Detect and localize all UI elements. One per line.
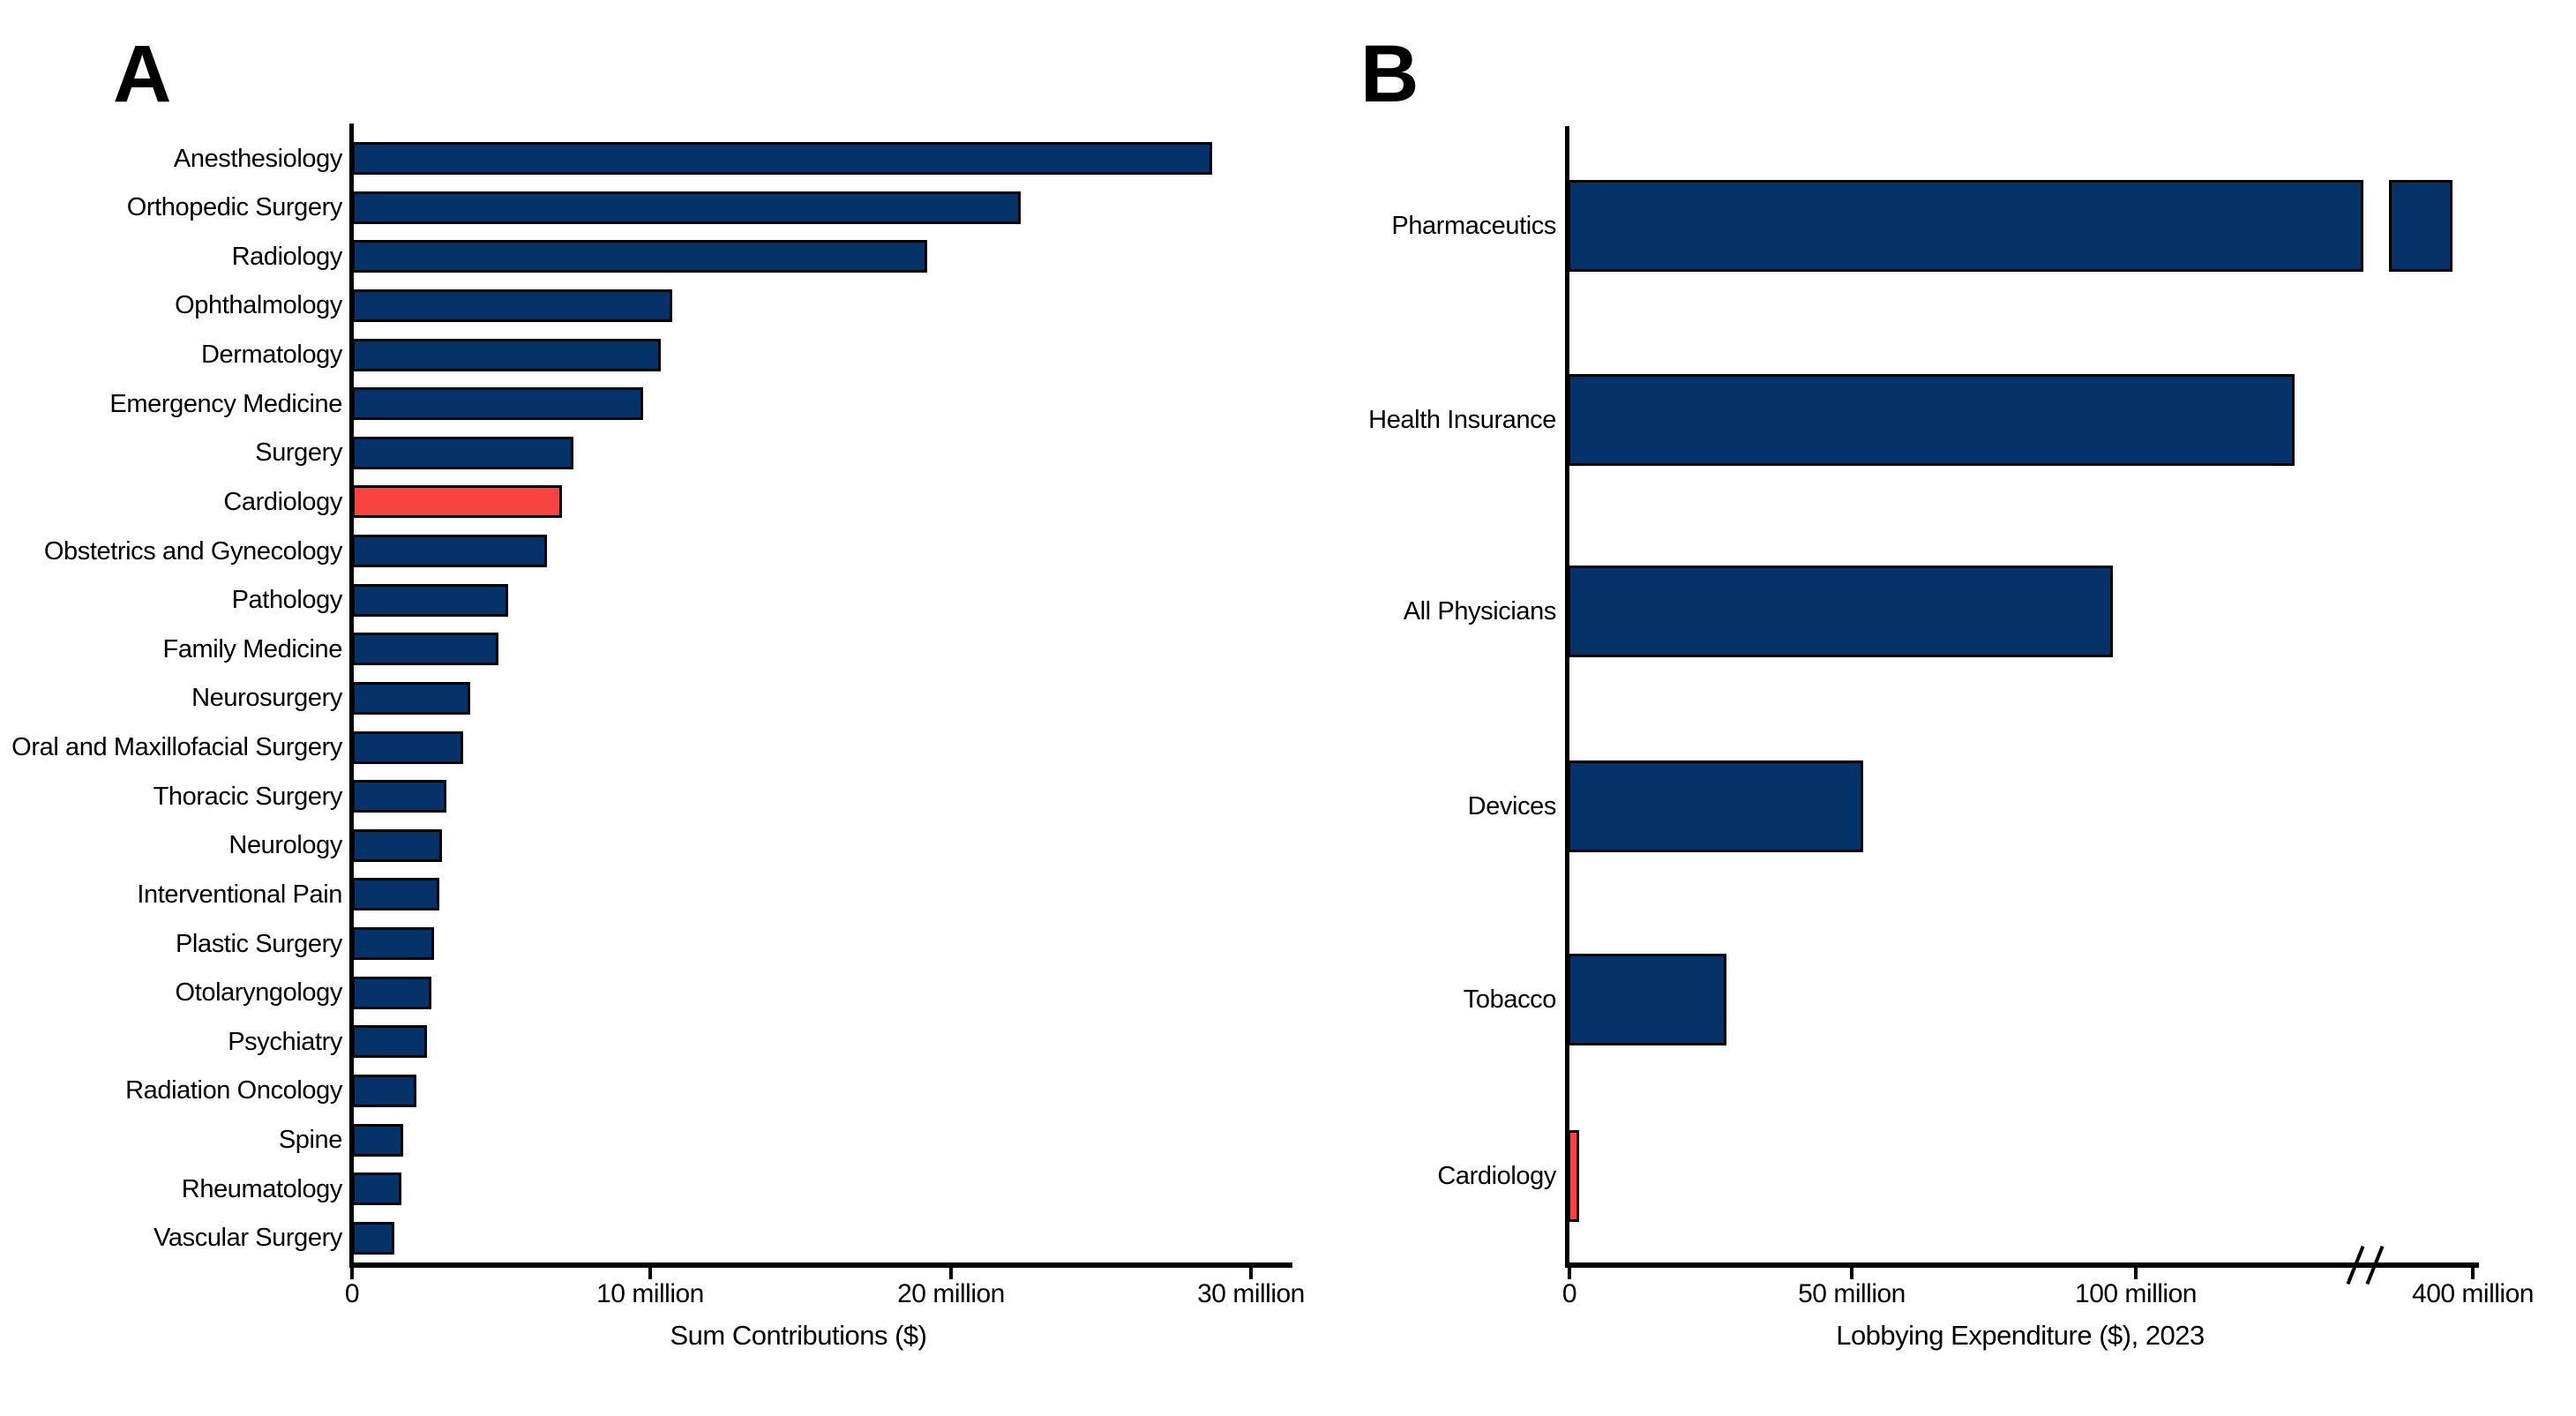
bar-radiology [352,240,927,273]
category-label-dermatology: Dermatology [201,341,342,370]
bar-otolaryngology [352,976,431,1009]
x-tick [648,1268,652,1279]
category-label-health-insurance: Health Insurance [1368,406,1556,434]
x-tick-label: 10 million [596,1279,704,1308]
bar-spine [352,1123,403,1157]
bar-interventional-pain [352,878,439,911]
y-axis-line [349,124,354,1268]
category-label-thoracic-surgery: Thoracic Surgery [153,782,343,811]
x-tick-label: 30 million [1197,1279,1305,1308]
bar-obstetrics-and-gynecology [352,535,547,568]
bar-rheumatology [352,1173,401,1206]
x-tick [2134,1268,2138,1279]
bar-all-physicians [1568,566,2113,657]
category-label-anesthesiology: Anesthesiology [173,144,342,173]
category-label-family-medicine: Family Medicine [162,634,343,663]
panel-a-letter: A [113,29,171,119]
bar-anesthesiology [352,142,1212,175]
x-tick [1249,1268,1253,1279]
bar-health-insurance [1568,374,2295,466]
bar-thoracic-surgery [352,780,446,813]
bar-neurosurgery [352,681,470,715]
category-label-rheumatology: Rheumatology [181,1174,343,1203]
category-label-pathology: Pathology [231,586,343,615]
x-tick-label: 0 [344,1279,360,1308]
bar-tobacco [1568,954,1726,1045]
category-label-surgery: Surgery [255,438,342,468]
x-tick [1850,1268,1853,1279]
bar-neurology [352,828,442,862]
bar-vascular-surgery [352,1221,394,1255]
bar-dermatology [352,338,661,371]
bar-orthopedic-surgery [352,191,1021,224]
category-label-orthopedic-surgery: Orthopedic Surgery [126,193,343,222]
bar-pharmaceutics [1568,180,2363,272]
x-tick-label: 0 [1561,1279,1577,1308]
category-label-tobacco: Tobacco [1463,985,1557,1014]
category-label-neurosurgery: Neurosurgery [191,684,342,713]
bar-family-medicine [352,633,498,666]
category-label-interventional-pain: Interventional Pain [137,880,342,909]
bar-surgery [352,436,573,469]
panel-b-letter: B [1360,29,1419,119]
x-tick [350,1268,354,1279]
panel-b-x-axis-title: Lobbying Expenditure ($), 2023 [1836,1320,2205,1351]
category-label-all-physicians: All Physicians [1403,597,1557,626]
x-tick [949,1268,953,1279]
bar-oral-and-maxillofacial-surgery [352,730,463,764]
category-label-devices: Devices [1467,792,1557,820]
x-tick-label: 400 million [2412,1279,2534,1308]
x-tick-label: 100 million [2075,1279,2197,1308]
category-label-cardiology: Cardiology [223,487,342,516]
x-tick-label: 20 million [897,1279,1005,1308]
bar-psychiatry [352,1025,427,1059]
x-tick [2471,1268,2475,1279]
category-label-radiation-oncology: Radiation Oncology [125,1076,342,1105]
category-label-pharmaceutics: Pharmaceutics [1391,212,1556,240]
bar-radiation-oncology [352,1074,416,1107]
bar-ophthalmology [352,288,672,322]
category-label-cardiology: Cardiology [1437,1162,1556,1190]
bar-pharmaceutics-overflow [2389,180,2452,272]
category-label-ophthalmology: Ophthalmology [175,291,342,320]
category-label-oral-and-maxillofacial-surgery: Oral and Maxillofacial Surgery [11,733,342,762]
bar-plastic-surgery [352,927,434,961]
bar-devices [1568,760,1863,852]
category-label-spine: Spine [278,1126,343,1155]
category-label-otolaryngology: Otolaryngology [175,978,343,1008]
category-label-radiology: Radiology [231,242,343,271]
category-label-neurology: Neurology [228,831,342,860]
bar-cardiology [352,485,562,519]
x-axis-line [349,1262,1292,1268]
category-label-vascular-surgery: Vascular Surgery [154,1224,342,1253]
panel-a-x-axis-title: Sum Contributions ($) [670,1320,927,1351]
y-axis-line [1565,126,1569,1268]
bar-cardiology [1568,1130,1579,1222]
category-label-emergency-medicine: Emergency Medicine [109,389,342,418]
x-tick [1568,1268,1571,1279]
bar-pathology [352,583,508,617]
category-label-plastic-surgery: Plastic Surgery [175,929,342,958]
bar-emergency-medicine [352,387,643,421]
category-label-psychiatry: Psychiatry [228,1027,342,1056]
x-axis-line [1565,1262,2479,1268]
x-tick-label: 50 million [1798,1279,1906,1308]
category-label-obstetrics-and-gynecology: Obstetrics and Gynecology [43,536,343,566]
